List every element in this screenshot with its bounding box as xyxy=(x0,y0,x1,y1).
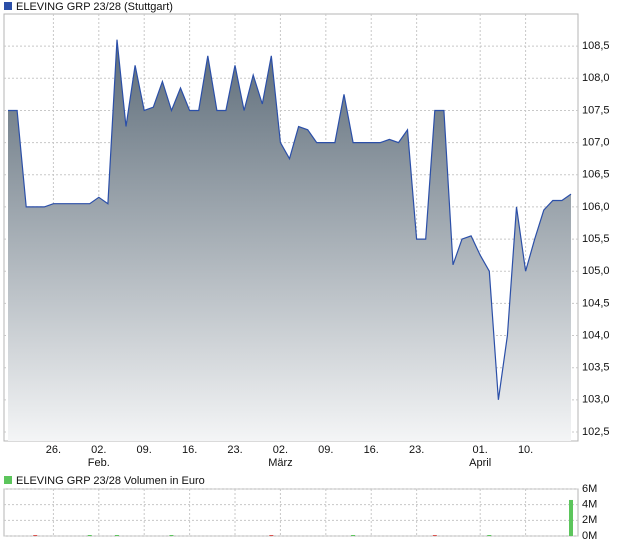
y-tick-label: 2M xyxy=(582,514,597,526)
y-tick-label: 4M xyxy=(582,499,597,511)
y-tick-label: 105,0 xyxy=(582,265,610,277)
y-tick-label: 103,5 xyxy=(582,362,610,374)
x-tick-label: 09. xyxy=(318,444,333,456)
x-tick-label: 02. xyxy=(273,444,288,456)
y-tick-label: 104,5 xyxy=(582,297,610,309)
x-tick-label: 10. xyxy=(518,444,533,456)
legend-swatch xyxy=(4,476,12,484)
volume-bar xyxy=(432,535,437,536)
x-tick-label: 02. xyxy=(91,444,106,456)
y-tick-label: 107,0 xyxy=(582,137,610,149)
y-tick-label: 108,5 xyxy=(582,40,610,52)
x-month-label: April xyxy=(469,457,491,469)
x-tick-label: 01. xyxy=(473,444,488,456)
chart-title: ELEVING GRP 23/28 Volumen in Euro xyxy=(16,475,205,487)
legend-swatch xyxy=(4,2,12,10)
volume-bar xyxy=(487,535,492,536)
y-tick-label: 105,5 xyxy=(582,233,610,245)
y-tick-label: 0M xyxy=(582,530,597,542)
y-tick-label: 108,0 xyxy=(582,72,610,84)
volume-bar xyxy=(569,499,573,536)
x-tick-label: 23. xyxy=(227,444,242,456)
y-tick-label: 106,5 xyxy=(582,169,610,181)
volume-bar xyxy=(33,535,38,536)
volume-bar xyxy=(269,535,274,536)
y-tick-label: 106,0 xyxy=(582,201,610,213)
y-tick-label: 107,5 xyxy=(582,104,610,116)
y-tick-label: 6M xyxy=(582,483,597,495)
x-tick-label: 09. xyxy=(137,444,152,456)
x-tick-label: 16. xyxy=(364,444,379,456)
plot-frame xyxy=(3,488,579,537)
volume-bar xyxy=(169,535,174,536)
x-month-label: Feb. xyxy=(88,457,110,469)
y-tick-label: 102,5 xyxy=(582,426,610,438)
x-month-label: März xyxy=(268,457,292,469)
volume-bar xyxy=(351,535,356,536)
volume-bar xyxy=(114,535,119,536)
y-tick-label: 104,0 xyxy=(582,329,610,341)
area xyxy=(8,39,571,441)
volume-bar xyxy=(87,535,92,536)
y-tick-label: 103,0 xyxy=(582,394,610,406)
line xyxy=(8,39,572,400)
chart-title: ELEVING GRP 23/28 (Stuttgart) xyxy=(16,1,173,13)
x-tick-label: 26. xyxy=(46,444,61,456)
x-tick-label: 16. xyxy=(182,444,197,456)
x-tick-label: 23. xyxy=(409,444,424,456)
